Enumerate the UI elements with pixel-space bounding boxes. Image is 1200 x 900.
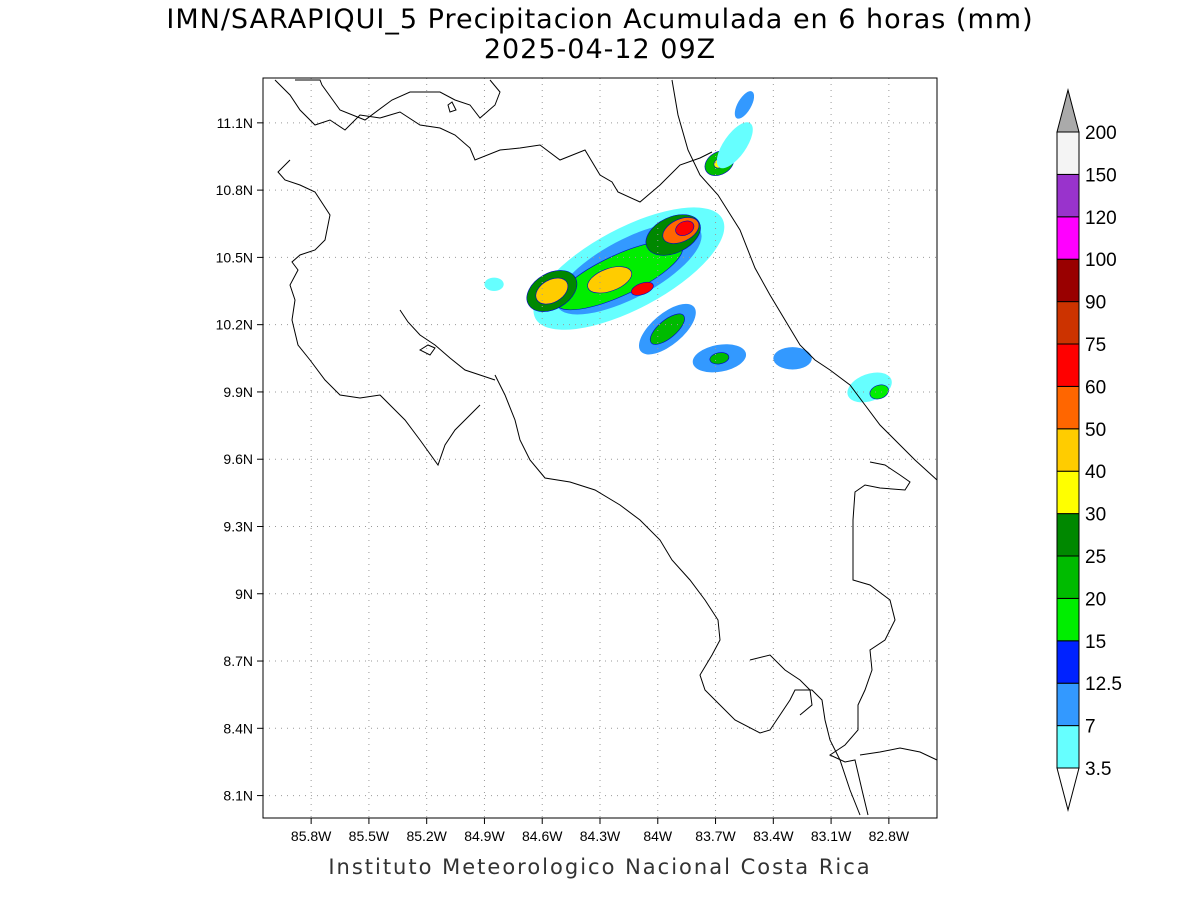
colorbar: 3.5 7 12.5 15 20 25 30 40 50 60 75 90 100 120 150 200 [1056, 88, 1122, 812]
panama-south-coast [859, 747, 938, 761]
precip-cell [631, 281, 654, 296]
colorbar-segment [1056, 173, 1080, 218]
colorbar-segment [1056, 131, 1080, 175]
colorbar-label: 100 [1085, 250, 1117, 271]
precip-cell [535, 277, 569, 305]
colorbar-segment [1056, 725, 1080, 769]
precip-cell [675, 220, 695, 236]
precip-cell [734, 91, 755, 119]
lon-tick-label: 82.8W [869, 828, 910, 844]
colorbar-segment [1056, 428, 1080, 472]
lon-tick-label: 85.8W [291, 828, 332, 844]
island [447, 101, 457, 113]
colorbar-segment [1056, 513, 1080, 557]
colorbar-label: 40 [1085, 462, 1106, 483]
colorbar-label: 50 [1085, 420, 1106, 441]
nicoya-gulf [399, 309, 496, 381]
lat-tick-label: 9.6N [223, 451, 253, 467]
colorbar-segment [1056, 470, 1080, 515]
lat-tick-label: 10.2N [216, 317, 253, 333]
lat-tick-label: 10.5N [216, 249, 253, 265]
chart-title: IMN/SARAPIQUI_5 Precipitacion Acumulada … [166, 4, 1034, 35]
nicaragua-border [274, 79, 713, 203]
lon-tick-label: 85.5W [349, 828, 390, 844]
lon-tick-label: 84W [643, 828, 673, 844]
colorbar-segment [1056, 597, 1080, 642]
colorbar-segment [1056, 640, 1080, 684]
island [418, 344, 436, 356]
lat-tick-label: 8.1N [223, 788, 253, 804]
colorbar-segment [1056, 555, 1080, 599]
lat-tick-label: 9.3N [223, 518, 253, 534]
colorbar-label: 75 [1085, 335, 1106, 356]
map-frame [262, 77, 938, 819]
lat-tick-label: 9N [235, 586, 253, 602]
colorbar-label: 150 [1085, 165, 1117, 186]
colorbar-label: 25 [1085, 547, 1106, 568]
colorbar-segment [1056, 343, 1080, 387]
lon-tick-label: 85.2W [406, 828, 447, 844]
nicaragua-lake-shore [295, 79, 501, 121]
lon-tick-label: 84.9W [464, 828, 505, 844]
lon-tick-label: 83.4W [753, 828, 794, 844]
lon-tick-label: 83.7W [695, 828, 736, 844]
colorbar-segment [1056, 682, 1080, 727]
colorbar-label: 60 [1085, 377, 1106, 398]
panama-border [828, 461, 911, 816]
colorbar-label: 120 [1085, 208, 1117, 229]
gridlines [263, 78, 937, 818]
colorbar-segment [1056, 216, 1080, 260]
precip-cell [587, 266, 632, 294]
precip-cell [716, 122, 753, 169]
colorbar-upper-arrow [1056, 88, 1080, 133]
lat-tick-label: 8.4N [223, 720, 253, 736]
lon-tick-label: 83.1W [811, 828, 852, 844]
chart-subtitle: 2025-04-12 09Z [483, 34, 717, 65]
colorbar-segment [1056, 385, 1080, 430]
precip-cell [649, 313, 685, 345]
colorbar-label: 30 [1085, 505, 1106, 526]
pacific-coast-north [277, 159, 481, 467]
osa-peninsula [749, 654, 813, 716]
precip-cell [484, 277, 504, 292]
colorbar-lower-arrow [1056, 767, 1080, 812]
colorbar-segment [1056, 258, 1080, 303]
colorbar-label: 3.5 [1085, 759, 1111, 780]
colorbar-label: 20 [1085, 589, 1106, 610]
colorbar-label: 12.5 [1085, 674, 1122, 695]
caribbean-coast [671, 79, 938, 481]
lat-tick-label: 10.8N [216, 182, 253, 198]
pacific-coast-central [494, 374, 861, 816]
colorbar-label: 90 [1085, 293, 1106, 314]
colorbar-label: 15 [1085, 632, 1106, 653]
precip-cell [773, 347, 812, 370]
precip-cell [869, 384, 889, 400]
colorbar-label: 200 [1085, 123, 1117, 144]
footer-credit: Instituto Meteorologico Nacional Costa R… [328, 855, 872, 879]
axes: 85.8W 85.5W 85.2W 84.9W 84.6W 84.3W 84W 83.7W 83… [216, 115, 910, 844]
precipitation-field [484, 91, 892, 403]
lat-tick-label: 8.7N [223, 653, 253, 669]
precip-cell [847, 372, 892, 403]
lat-tick-label: 11.1N [217, 115, 253, 131]
coastline [274, 79, 938, 816]
precip-cell [709, 352, 730, 365]
lon-tick-label: 84.6W [522, 828, 563, 844]
colorbar-label: 7 [1085, 717, 1096, 738]
lon-tick-label: 84.3W [580, 828, 621, 844]
lat-tick-label: 9.9N [223, 384, 253, 400]
colorbar-segment [1056, 301, 1080, 345]
